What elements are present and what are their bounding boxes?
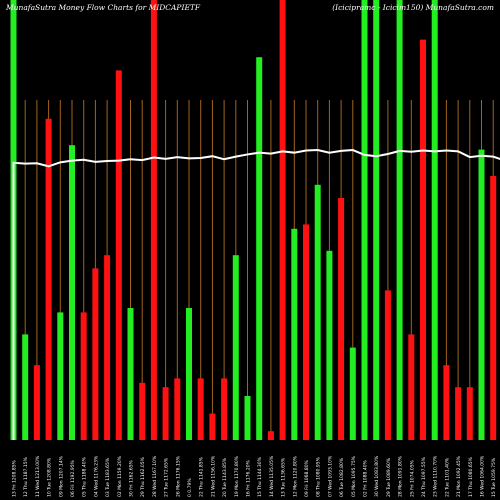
bar — [57, 312, 64, 440]
x-tick-label: 26 Mon 1176.15% — [175, 455, 181, 497]
bar — [80, 312, 87, 440]
bar — [45, 118, 52, 441]
bar — [115, 70, 122, 441]
money-flow-line — [12, 149, 500, 440]
x-tick-label: 28 Mon 1091.80% — [398, 455, 404, 497]
bar — [303, 224, 309, 440]
x-tick-label: 15 Tue 1059.75% — [491, 457, 497, 497]
x-tick-label: 29 Tue 1089.60% — [386, 457, 392, 497]
x-tick-label: 28 Wed 1167.10% — [152, 455, 158, 497]
x-tick-label: 16 Wed 1064.00% — [480, 455, 486, 497]
bar — [174, 378, 181, 440]
bar — [338, 198, 345, 440]
x-tick-label: 22 Thu 1141.85% — [199, 456, 205, 497]
bar — [232, 255, 239, 440]
bar — [431, 0, 438, 440]
bar — [349, 347, 356, 440]
money-flow-line-layer — [12, 149, 500, 440]
x-tick-label: 08 Thu 1080.95% — [316, 456, 322, 497]
bar — [490, 176, 497, 440]
x-tick-label: 14 Wed 1135.05% — [269, 455, 275, 497]
x-tick-label: 19 Mon 1170.80% — [234, 455, 240, 497]
bar — [466, 387, 473, 440]
x-tick-label: 03 Tue 1183.65% — [105, 457, 111, 497]
bar — [361, 0, 368, 440]
x-tick-label: 05 Mon 1095.75% — [351, 455, 357, 497]
x-tick-label: 05 Thu 1188.40% — [82, 456, 88, 497]
bar — [420, 39, 426, 440]
x-tick-label: 06 Fri 1192.95% — [70, 459, 76, 497]
bar — [326, 250, 333, 440]
x-tick-label: 16 Fri 1176.20% — [246, 459, 252, 497]
chart-title-left: MunafaSutra Money Flow Charts for MIDCAP… — [5, 3, 201, 12]
bar — [33, 365, 40, 440]
x-tick-label: 24 Thu 1097.55% — [421, 456, 427, 497]
bar — [186, 308, 192, 440]
chart-title-right: (Icicipramc - Icicim150) MunafaSutra.com — [332, 3, 494, 12]
x-tick-label: 10 Tue 1208.80% — [47, 457, 53, 497]
x-tick-label: 11 Wed 1213.00% — [35, 455, 41, 497]
bar — [408, 334, 415, 440]
x-tick-label: 30 Wed 1083.80% — [374, 455, 380, 497]
x-tick-label: 21 Wed 1156.10% — [210, 455, 216, 497]
x-tick-label: 06 Tue 1082.80% — [339, 457, 345, 497]
bar — [69, 145, 75, 440]
x-tick-label: 30 Fri 1162.65% — [129, 459, 135, 497]
x-tick-label: 20 Tue 1143.85% — [222, 457, 228, 497]
x-tick-label: 0 0.79% — [187, 478, 193, 497]
bar — [162, 387, 169, 440]
x-tick-label: 12 Thu 1187.15% — [23, 456, 29, 497]
bar — [150, 0, 157, 440]
bar — [209, 413, 216, 440]
bar — [314, 184, 321, 440]
x-tick-label: 15 Thu 1144.30% — [257, 456, 263, 497]
bar — [127, 308, 134, 440]
bar — [443, 365, 450, 440]
bar — [384, 290, 391, 440]
bar — [256, 57, 263, 440]
x-tick-label: 09 Fri 1068.80% — [304, 459, 310, 497]
bar — [373, 0, 380, 440]
bar — [455, 387, 462, 440]
x-tick-labels: 13 Fri 1208.85% 12 Thu 1187.15% 11 Wed 121… — [12, 455, 498, 497]
bar — [139, 382, 146, 440]
x-tick-label: 22 Tue 1101.40% — [444, 457, 450, 497]
x-tick-label: 12 Mon 1120.80% — [292, 455, 298, 497]
x-tick-label: 17 Thu 1080.65% — [468, 456, 474, 497]
x-tick-label: 21 Mon 1092.45% — [456, 455, 462, 497]
x-tick-label: 07 Wed 1093.10% — [327, 455, 333, 497]
x-tick-label: 27 Tue 1172.65% — [164, 457, 170, 497]
bar — [22, 334, 29, 440]
x-tick-label: 25 Fri 1074.05% — [409, 459, 415, 497]
bar — [267, 431, 274, 440]
x-tick-label: 02 Mon 1159.20% — [117, 455, 123, 497]
bar — [92, 268, 99, 440]
x-tick-label: 04 Wed 1176.23% — [93, 455, 99, 497]
x-tick-label: 13 Fri 1208.85% — [12, 459, 18, 497]
x-tick-label: 09 Mon 1207.14% — [58, 455, 64, 497]
bar — [291, 228, 298, 440]
bar — [244, 396, 251, 440]
x-tick-label: 29 Thu 1162.05% — [140, 456, 146, 497]
bar — [396, 0, 403, 440]
bar — [197, 378, 204, 440]
bar — [104, 255, 111, 440]
bar — [478, 149, 485, 440]
x-tick-label: 13 Tue 1136.65% — [281, 457, 287, 497]
x-tick-label: 02 Fri 1088.40% — [363, 459, 369, 497]
x-tick-label: 23 Wed 1110.70% — [433, 455, 439, 497]
bar — [221, 378, 228, 440]
bar — [279, 0, 286, 440]
